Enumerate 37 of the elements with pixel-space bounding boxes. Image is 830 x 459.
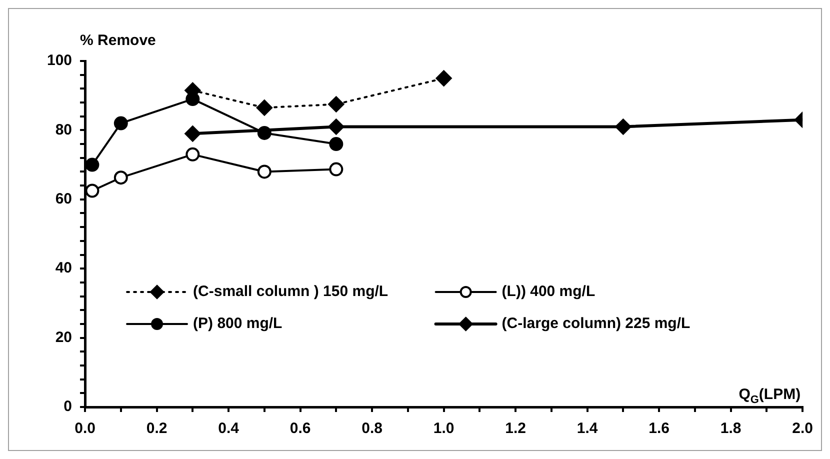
x-tick-label: 0.2 [146, 420, 168, 438]
y-tick-label: 80 [55, 121, 72, 138]
x-tick-label: 0.8 [362, 420, 382, 438]
point [184, 126, 201, 142]
y-tick-label: 100 [46, 52, 72, 70]
point [328, 118, 344, 135]
point [328, 96, 344, 112]
x-tick-label: 1.8 [720, 420, 742, 438]
x-tick-label: 1.2 [505, 420, 526, 438]
point [257, 126, 272, 140]
legend-label: (C-large column) 225 mg/L [502, 315, 690, 332]
x-tick-label: 1.6 [648, 420, 670, 438]
y-tick-label: 20 [55, 328, 72, 346]
x-tick-label: 0.0 [74, 420, 96, 438]
y-tick-label: 40 [55, 260, 72, 277]
x-tick-label: 0.6 [290, 420, 311, 438]
point [615, 118, 632, 135]
point [85, 158, 100, 172]
x-tick-label: 1.4 [576, 420, 598, 438]
legend-label: (C-small column ) 150 mg/L [193, 283, 388, 300]
y-axis-title: % Remove [80, 32, 156, 49]
point [436, 70, 452, 86]
point [329, 162, 344, 176]
point [329, 137, 344, 152]
legend-label: (L)) 400 mg/L [502, 283, 596, 300]
x-tick-label: 0.4 [218, 420, 240, 438]
point [114, 116, 128, 130]
x-tick-label: 1.0 [433, 420, 454, 438]
point [114, 170, 128, 185]
legend-label: (P) 800 mg/L [193, 315, 282, 332]
point [256, 100, 272, 116]
y-tick-label: 0 [64, 398, 72, 416]
point [257, 164, 272, 179]
x-tick-label: 2.0 [792, 420, 814, 438]
point [85, 184, 100, 198]
point [186, 147, 200, 162]
y-tick-label: 60 [55, 190, 72, 208]
